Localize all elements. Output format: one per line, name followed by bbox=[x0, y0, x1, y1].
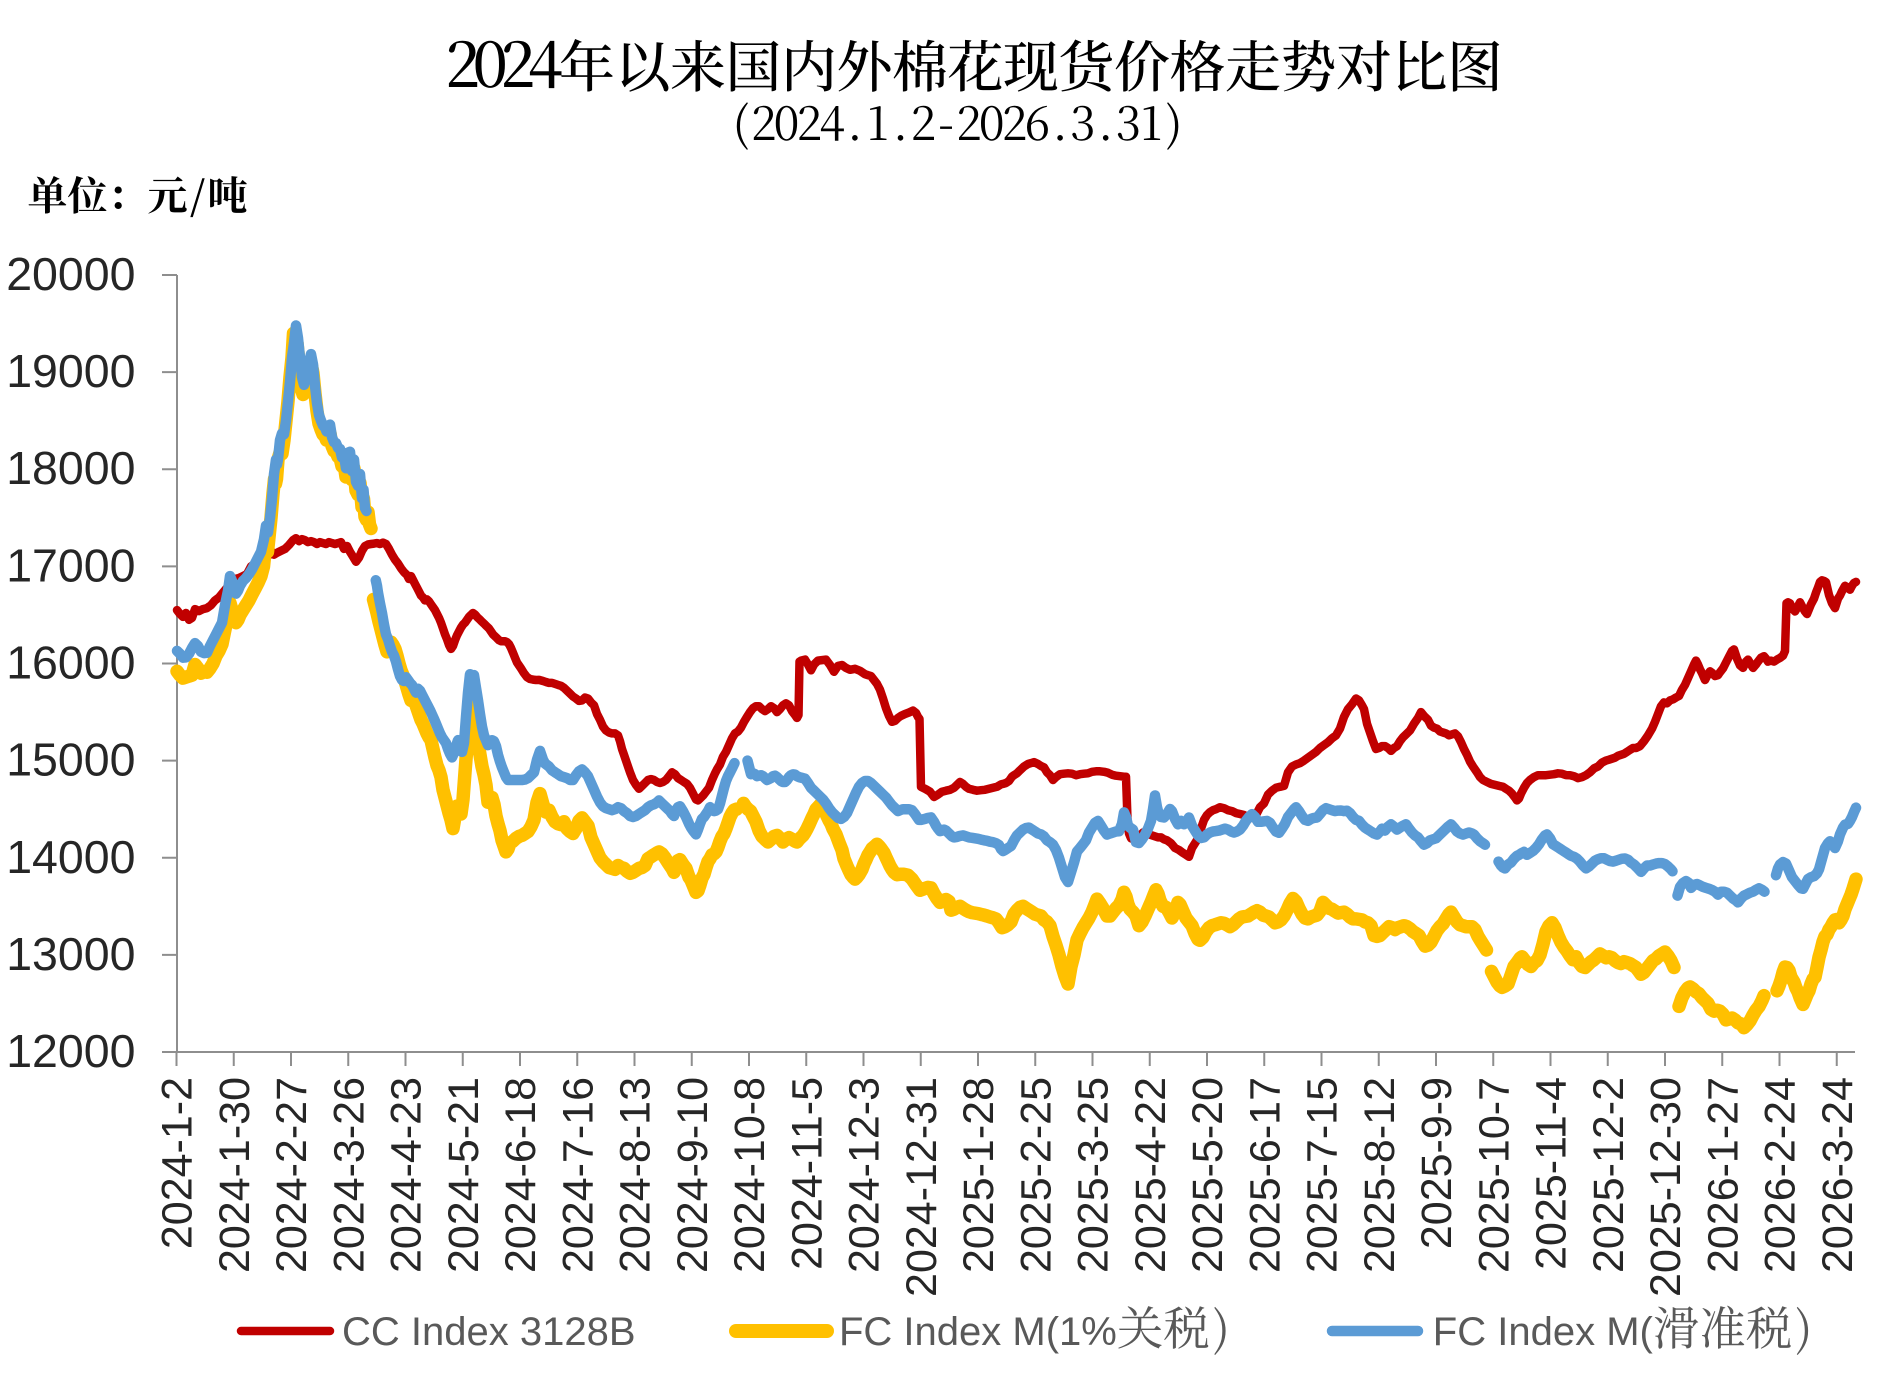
svg-text:17000: 17000 bbox=[6, 539, 135, 591]
svg-text:2024-6-18: 2024-6-18 bbox=[497, 1077, 545, 1273]
svg-text:12000: 12000 bbox=[6, 1025, 135, 1077]
svg-text:2024-12-31: 2024-12-31 bbox=[898, 1077, 946, 1297]
svg-text:CC Index 3128B: CC Index 3128B bbox=[342, 1310, 636, 1354]
svg-text:2024-3-26: 2024-3-26 bbox=[325, 1077, 373, 1273]
svg-text:2025-11-4: 2025-11-4 bbox=[1528, 1077, 1576, 1270]
svg-text:2024-4-23: 2024-4-23 bbox=[383, 1077, 431, 1273]
svg-text:20000: 20000 bbox=[6, 248, 135, 300]
svg-text:2025-4-22: 2025-4-22 bbox=[1127, 1077, 1175, 1273]
svg-text:13000: 13000 bbox=[6, 928, 135, 980]
svg-text:2025-12-2: 2025-12-2 bbox=[1585, 1077, 1633, 1273]
svg-text:2024-5-21: 2024-5-21 bbox=[440, 1077, 488, 1273]
svg-text:FC Index M(: FC Index M( bbox=[1433, 1310, 1654, 1354]
svg-text:19000: 19000 bbox=[6, 345, 135, 397]
svg-text:16000: 16000 bbox=[6, 637, 135, 689]
svg-text:2026-1-27: 2026-1-27 bbox=[1699, 1077, 1747, 1273]
svg-text:2024-11-5: 2024-11-5 bbox=[783, 1077, 831, 1270]
svg-text:2025-2-25: 2025-2-25 bbox=[1012, 1077, 1060, 1273]
svg-text:2025-12-30: 2025-12-30 bbox=[1642, 1077, 1690, 1297]
svg-text:2025-10-7: 2025-10-7 bbox=[1470, 1077, 1518, 1273]
svg-text:2024-1-2: 2024-1-2 bbox=[154, 1077, 202, 1249]
svg-text:2024-9-10: 2024-9-10 bbox=[669, 1077, 717, 1273]
svg-text:2025-1-28: 2025-1-28 bbox=[955, 1077, 1003, 1273]
svg-text:2024-1-30: 2024-1-30 bbox=[211, 1077, 259, 1273]
svg-text:2025-3-25: 2025-3-25 bbox=[1070, 1077, 1118, 1273]
svg-text:2025-7-15: 2025-7-15 bbox=[1299, 1077, 1347, 1273]
svg-text:2025-5-20: 2025-5-20 bbox=[1184, 1077, 1232, 1273]
svg-text:2024-7-16: 2024-7-16 bbox=[554, 1077, 602, 1273]
svg-text:14000: 14000 bbox=[6, 831, 135, 883]
svg-text:2025-8-12: 2025-8-12 bbox=[1356, 1077, 1404, 1273]
svg-text:2024-10-8: 2024-10-8 bbox=[726, 1077, 774, 1273]
svg-text:2024-8-13: 2024-8-13 bbox=[612, 1077, 660, 1273]
svg-text:2024-2-27: 2024-2-27 bbox=[268, 1077, 316, 1273]
svg-text:2026-2-24: 2026-2-24 bbox=[1757, 1077, 1805, 1273]
svg-text:2026-3-24: 2026-3-24 bbox=[1814, 1077, 1862, 1273]
svg-text:2025-6-17: 2025-6-17 bbox=[1241, 1077, 1289, 1273]
svg-text:18000: 18000 bbox=[6, 442, 135, 494]
svg-text:FC Index M(1%: FC Index M(1% bbox=[839, 1310, 1117, 1354]
svg-text:15000: 15000 bbox=[6, 734, 135, 786]
svg-text:2025-9-9: 2025-9-9 bbox=[1413, 1077, 1461, 1249]
svg-text:2024-12-3: 2024-12-3 bbox=[841, 1077, 889, 1273]
